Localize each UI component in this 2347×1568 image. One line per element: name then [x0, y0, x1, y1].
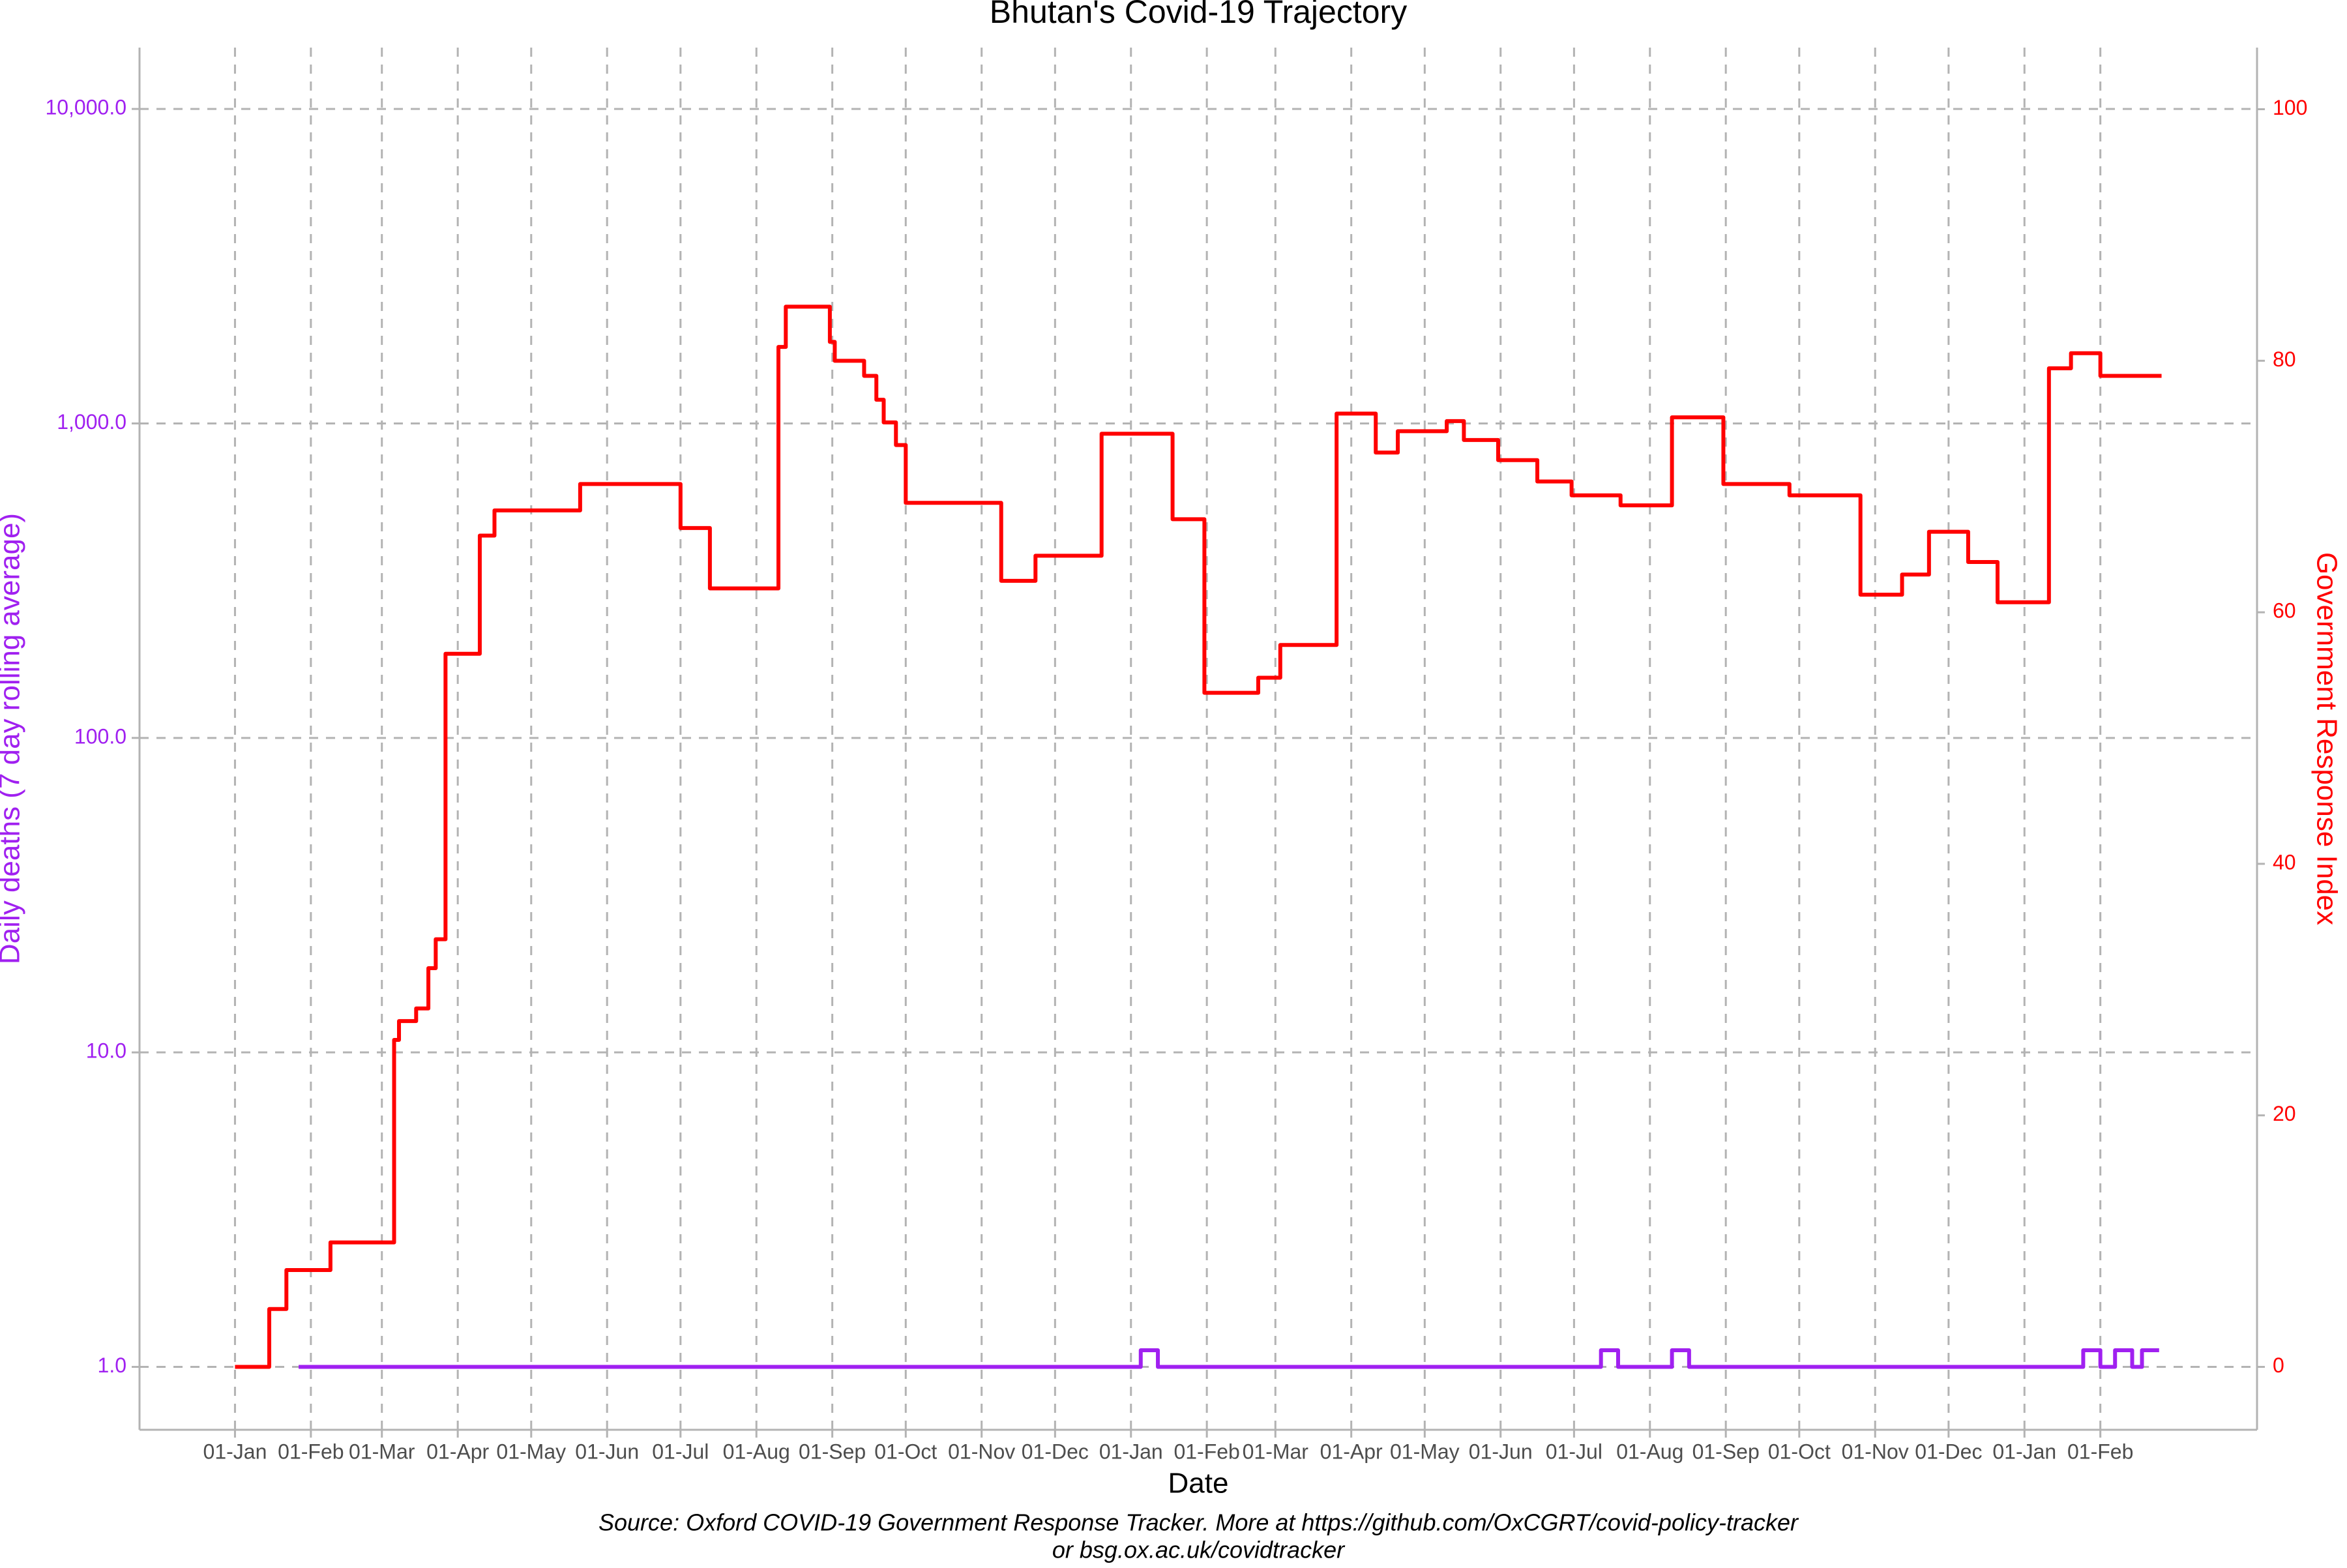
series-line — [235, 304, 2162, 1369]
y2-axis-title: Government Response Index — [2310, 552, 2342, 925]
y2-tick-label: 20 — [2273, 1102, 2296, 1125]
x-tick-label: 01-Jun — [1469, 1440, 1533, 1463]
x-tick-label: 01-May — [1390, 1440, 1460, 1463]
x-tick-label: 01-Mar — [1243, 1440, 1309, 1463]
y2-tick-label: 60 — [2273, 599, 2296, 623]
x-tick-label: 01-Jun — [575, 1440, 639, 1463]
y-tick-label: 1.0 — [98, 1354, 126, 1377]
x-tick-label: 01-Jan — [1992, 1440, 2056, 1463]
x-tick-label: 01-Apr — [426, 1440, 489, 1463]
x-tick-label: 01-Feb — [278, 1440, 344, 1463]
caption: or bsg.ox.ac.uk/covidtracker — [1052, 1537, 1346, 1563]
y-tick-label: 10,000.0 — [45, 96, 126, 119]
x-tick-label: 01-Sep — [799, 1440, 866, 1463]
caption: Source: Oxford COVID-19 Government Respo… — [598, 1509, 1799, 1536]
y2-tick-label: 40 — [2273, 850, 2296, 874]
x-tick-label: 01-Feb — [2067, 1440, 2133, 1463]
x-tick-label: 01-Jul — [1546, 1440, 1602, 1463]
y-tick-label: 100.0 — [74, 724, 126, 748]
y-tick-label: 10.0 — [86, 1039, 126, 1063]
x-tick-label: 01-Dec — [1022, 1440, 1089, 1463]
y-tick-label: 1,000.0 — [57, 410, 126, 434]
y2-tick-label: 100 — [2273, 96, 2307, 119]
x-tick-label: 01-Oct — [874, 1440, 937, 1463]
y-axis-title: Daily deaths (7 day rolling average) — [0, 513, 26, 964]
x-tick-label: 01-Dec — [1915, 1440, 1982, 1463]
x-tick-label: 01-Sep — [1692, 1440, 1760, 1463]
x-axis-title: Date — [1168, 1468, 1229, 1500]
x-tick-label: 01-Jan — [203, 1440, 267, 1463]
x-tick-label: 01-Jan — [1099, 1440, 1163, 1463]
x-tick-label: 01-May — [496, 1440, 566, 1463]
x-tick-label: 01-Nov — [1842, 1440, 1909, 1463]
x-tick-label: 01-Oct — [1768, 1440, 1831, 1463]
x-tick-label: 01-Nov — [948, 1440, 1015, 1463]
chart-title: Bhutan's Covid-19 Trajectory — [990, 0, 1407, 30]
series-line — [299, 1348, 2159, 1369]
x-tick-label: 01-Apr — [1320, 1440, 1383, 1463]
y2-tick-label: 0 — [2273, 1354, 2284, 1377]
x-tick-label: 01-Mar — [349, 1440, 415, 1463]
x-tick-label: 01-Jul — [652, 1440, 709, 1463]
x-tick-label: 01-Aug — [1616, 1440, 1683, 1463]
x-tick-label: 01-Feb — [1174, 1440, 1239, 1463]
x-tick-label: 01-Aug — [723, 1440, 790, 1463]
y2-tick-label: 80 — [2273, 348, 2296, 371]
